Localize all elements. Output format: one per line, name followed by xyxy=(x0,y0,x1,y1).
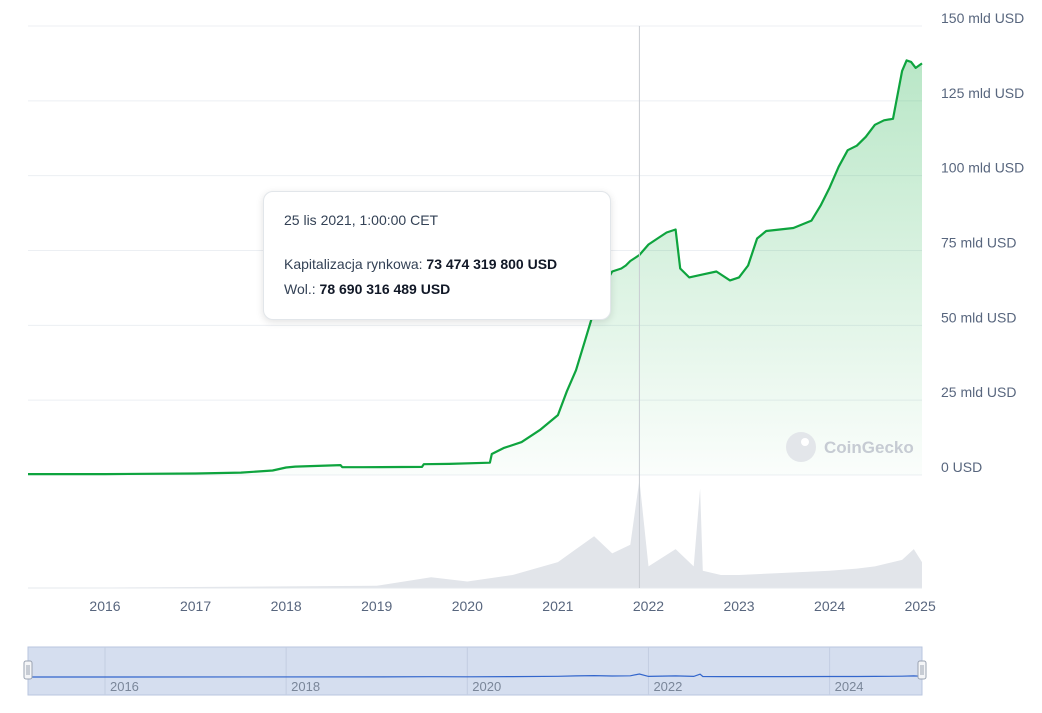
x-tick-label: 2022 xyxy=(633,598,664,614)
navigator-line xyxy=(27,673,923,678)
market-cap-line xyxy=(28,59,923,476)
navigator-tick-label: 2018 xyxy=(291,679,320,694)
coingecko-logo-icon xyxy=(786,432,816,462)
tooltip-market-cap: Kapitalizacja rynkowa: 73 474 319 800 US… xyxy=(284,252,590,277)
x-tick-label: 2021 xyxy=(542,598,573,614)
range-navigator[interactable]: 2016 2018 2020 2022 2024 xyxy=(23,646,927,696)
navigator-handle-right-grip[interactable] xyxy=(917,660,927,680)
tooltip-volume: Wol.: 78 690 316 489 USD xyxy=(284,277,590,302)
navigator-tick-label: 2016 xyxy=(110,679,139,694)
coingecko-logo-eye xyxy=(801,438,809,446)
chart-tooltip: 25 lis 2021, 1:00:00 CET Kapitalizacja r… xyxy=(263,191,611,320)
navigator-handle-left-grip[interactable] xyxy=(23,660,33,680)
y-tick-label: 25 mld USD xyxy=(941,384,1016,400)
navigator-handle-right[interactable] xyxy=(917,660,927,680)
navigator-tick-label: 2022 xyxy=(653,679,682,694)
volume-area xyxy=(28,480,922,588)
y-tick-label: 75 mld USD xyxy=(941,235,1016,251)
tooltip-market-cap-label: Kapitalizacja rynkowa: xyxy=(284,256,423,272)
y-tick-label: 100 mld USD xyxy=(941,160,1024,176)
tooltip-volume-value: 78 690 316 489 USD xyxy=(319,281,451,297)
y-tick-label: 50 mld USD xyxy=(941,309,1016,325)
x-tick-label: 2018 xyxy=(271,598,302,614)
market-cap-area xyxy=(28,60,922,476)
x-tick-label: 2019 xyxy=(361,598,392,614)
tooltip-volume-label: Wol.: xyxy=(284,281,316,297)
x-tick-label: 2025 xyxy=(905,598,936,614)
y-tick-label: 150 mld USD xyxy=(941,10,1024,26)
x-tick-label: 2020 xyxy=(452,598,483,614)
tooltip-market-cap-value: 73 474 319 800 USD xyxy=(426,256,558,272)
x-tick-label: 2023 xyxy=(723,598,754,614)
navigator-tick-label: 2024 xyxy=(835,679,864,694)
x-tick-label: 2024 xyxy=(814,598,845,614)
y-tick-label: 0 USD xyxy=(941,459,982,475)
x-tick-label: 2016 xyxy=(89,598,120,614)
navigator-tick-label: 2020 xyxy=(472,679,501,694)
x-tick-label: 2017 xyxy=(180,598,211,614)
navigator-handle-left[interactable] xyxy=(23,660,33,680)
navigator-selection[interactable] xyxy=(27,646,923,696)
coingecko-watermark: CoinGecko xyxy=(786,432,914,462)
watermark-text: CoinGecko xyxy=(824,438,914,457)
tooltip-date: 25 lis 2021, 1:00:00 CET xyxy=(284,212,439,228)
y-tick-label: 125 mld USD xyxy=(941,85,1024,101)
